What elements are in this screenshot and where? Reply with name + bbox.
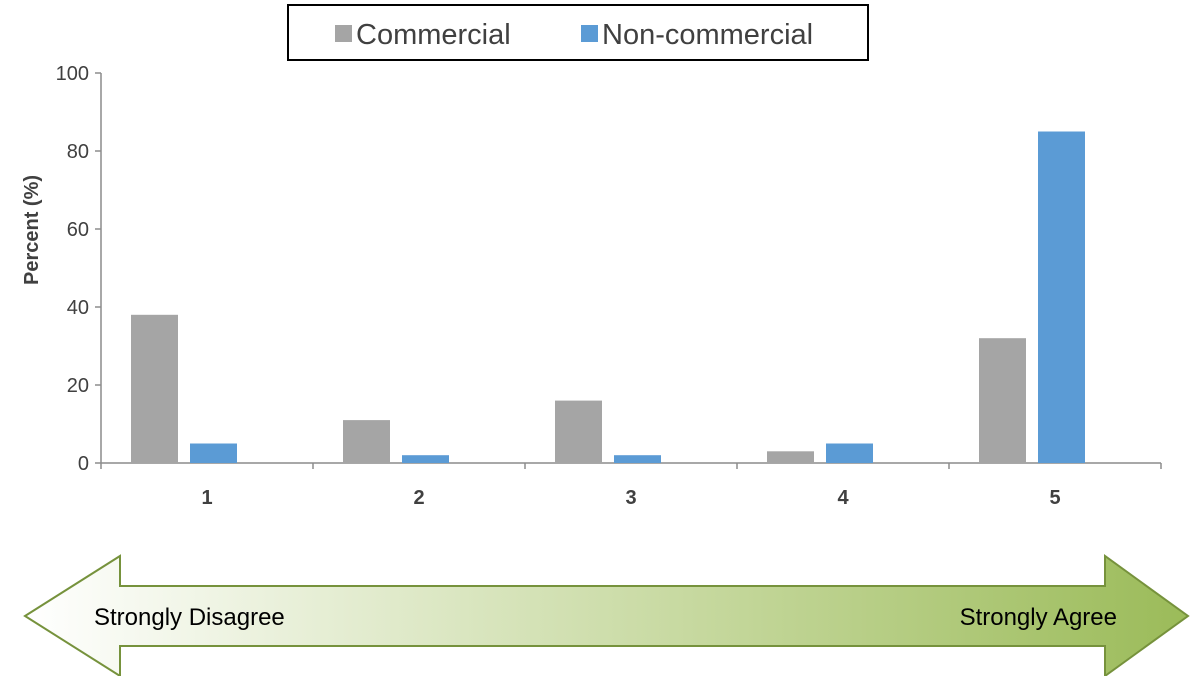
bar-non-commercial-2 xyxy=(402,455,449,463)
bar-non-commercial-5 xyxy=(1038,131,1085,463)
strongly-disagree-label: Strongly Disagree xyxy=(94,604,285,631)
bar-commercial-2 xyxy=(343,420,390,463)
x-tick-label: 2 xyxy=(413,487,424,509)
legend-box xyxy=(287,4,869,61)
bar-commercial-5 xyxy=(979,338,1026,463)
y-axis-label: Percent (%) xyxy=(21,175,43,285)
scale-arrow: Strongly Disagree Strongly Agree xyxy=(23,554,1190,676)
y-ticks: 0 20 40 60 80 100 xyxy=(56,63,101,475)
bar-non-commercial-3 xyxy=(614,455,661,463)
double-arrow-shape xyxy=(23,554,1190,676)
legend-swatch-commercial xyxy=(335,25,352,42)
x-ticks: 1 2 3 4 5 xyxy=(100,463,1162,509)
y-tick-label: 80 xyxy=(67,141,89,163)
x-tick-label: 3 xyxy=(625,487,636,509)
y-tick-label: 100 xyxy=(56,63,89,85)
y-tick-label: 40 xyxy=(67,297,89,319)
bar-non-commercial-1 xyxy=(190,443,237,463)
bar-commercial-1 xyxy=(131,314,178,463)
legend-swatch-non-commercial xyxy=(581,25,598,42)
y-tick-label: 0 xyxy=(78,453,89,475)
x-tick-label: 4 xyxy=(837,487,849,509)
legend-label-non-commercial: Non-commercial xyxy=(602,19,813,51)
x-tick-label: 5 xyxy=(1049,487,1060,509)
strongly-agree-label: Strongly Agree xyxy=(960,604,1117,631)
legend: Commercial Non-commercial xyxy=(287,4,869,61)
bar-commercial-4 xyxy=(767,451,814,463)
bar-non-commercial-4 xyxy=(826,443,873,463)
y-tick-label: 60 xyxy=(67,219,89,241)
y-tick-label: 20 xyxy=(67,375,89,397)
x-tick-label: 1 xyxy=(201,487,212,509)
legend-label-commercial: Commercial xyxy=(356,19,511,51)
bar-commercial-3 xyxy=(555,400,602,463)
bars xyxy=(131,131,1085,463)
